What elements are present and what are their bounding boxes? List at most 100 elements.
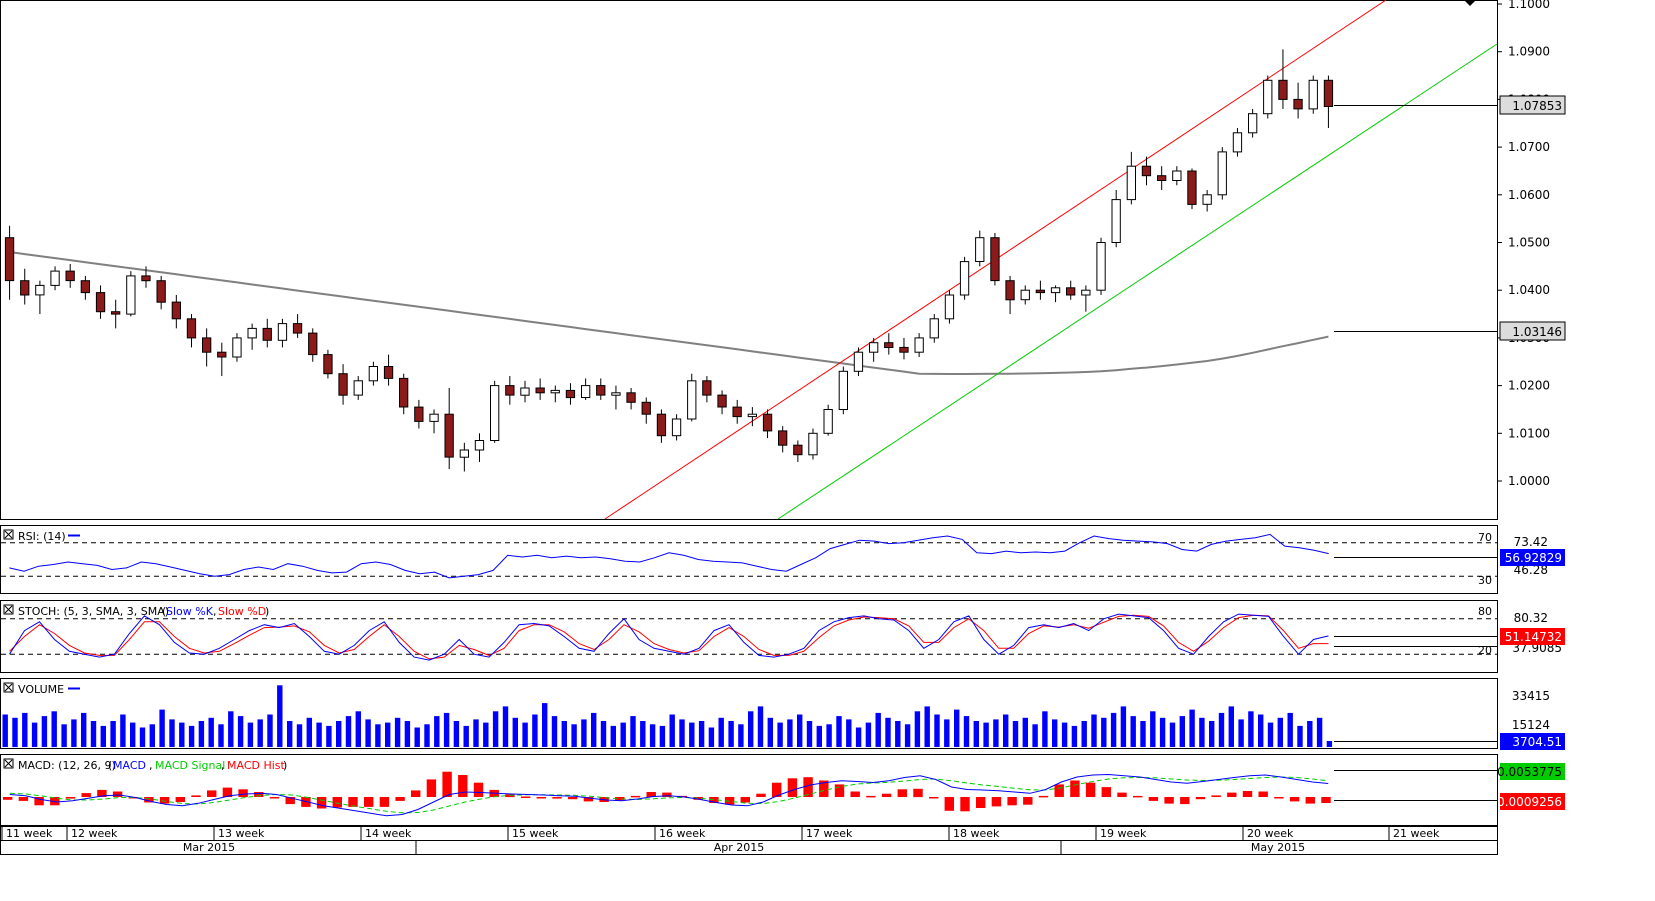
stoch-k-line: [9, 613, 1329, 661]
volume-bar: [855, 727, 862, 747]
macd-hist-bar: [1242, 791, 1253, 797]
volume-bar: [689, 722, 695, 747]
candle-body: [383, 366, 394, 379]
volume-bar: [208, 717, 214, 748]
macd-hist-bar: [1101, 787, 1111, 797]
volume-bar: [630, 716, 636, 747]
volume-bar: [1061, 722, 1068, 747]
price-panel[interactable]: [0, 0, 1498, 520]
volume-bar: [287, 721, 293, 747]
macd-hist-value-label: -0.0009256: [1493, 795, 1562, 809]
candle-body: [50, 270, 60, 286]
volume-bar: [806, 721, 813, 747]
candle-body: [550, 389, 560, 394]
price-axis-tick: 1.0600: [1508, 188, 1550, 202]
candle-body: [1035, 289, 1045, 294]
candle-body: [596, 385, 606, 396]
candle-body: [262, 327, 272, 341]
macd-hist-bar: [913, 788, 923, 798]
stoch-k-value-box: [1500, 628, 1565, 645]
macd-panel[interactable]: [0, 754, 1498, 826]
volume-bar: [934, 714, 940, 747]
rsi-panel[interactable]: [0, 525, 1498, 594]
macd-hist-bar: [97, 789, 107, 797]
volume-bar: [237, 716, 244, 747]
macd-hist-bar: [740, 797, 750, 803]
macd-hist-bar: [175, 797, 185, 802]
volume-bar: [581, 719, 587, 747]
stoch-legend-close: ): [265, 605, 269, 618]
week-axis-label: 21 week: [1393, 827, 1440, 840]
volume-value-box: [1500, 733, 1565, 750]
volume-bar: [492, 711, 499, 748]
stoch-legend-d: Slow %D: [218, 605, 266, 618]
candle-body: [429, 413, 439, 422]
macd-label: MACD: (12, 26, 9): [18, 759, 116, 772]
scroll-marker-icon[interactable]: [1464, 0, 1476, 6]
candle-body: [1066, 287, 1076, 296]
macd-hist-bar: [662, 792, 672, 797]
candle-body: [687, 380, 697, 420]
macd-hist-bar: [1195, 797, 1206, 800]
volume-bar: [2, 714, 8, 747]
volume-label: VOLUME: [18, 683, 64, 696]
volume-bar: [679, 719, 685, 747]
volume-bar: [1316, 717, 1323, 748]
stoch-panel[interactable]: [0, 600, 1498, 673]
macd-hist-bar: [834, 784, 845, 797]
volume-bar: [159, 709, 165, 747]
macd-hist-bar: [159, 797, 170, 804]
candle-body: [65, 270, 75, 282]
candle-body: [1157, 175, 1167, 181]
month-axis-label: Mar 2015: [183, 841, 235, 854]
price-axis-tick: 1.0500: [1508, 236, 1550, 250]
macd-hist-bar: [285, 797, 295, 805]
price-axis-tick: 1.0400: [1508, 283, 1550, 297]
candle-body: [732, 406, 742, 418]
candle-body: [4, 237, 15, 282]
macd-hist-bar: [709, 797, 719, 803]
macd-hist-bar: [1117, 792, 1127, 797]
macd-hist-bar: [583, 797, 594, 802]
macd-hist-bar: [1289, 797, 1300, 802]
candle-body: [1323, 79, 1334, 108]
volume-bar: [1130, 716, 1136, 747]
month-axis-label: May 2015: [1251, 841, 1305, 854]
macd-hist-bar: [1085, 782, 1096, 797]
volume-bar: [1110, 712, 1117, 747]
candle-body: [414, 406, 424, 422]
candle-body: [1050, 287, 1061, 294]
volume-bar: [973, 721, 979, 747]
macd-hist-bar: [1007, 797, 1017, 806]
volume-bar: [326, 725, 332, 747]
candle-body: [95, 292, 106, 313]
macd-hist-bar: [615, 797, 625, 801]
volume-bar: [502, 706, 509, 747]
week-axis-label: 18 week: [953, 827, 1000, 840]
candle-body: [292, 323, 303, 334]
rsi-value-box: [1500, 549, 1565, 566]
macd-hist-value-box: [1500, 793, 1565, 810]
macd-signal-value-label: 0.0053775: [1497, 765, 1562, 779]
candle-body: [914, 337, 924, 353]
volume-bar: [1297, 725, 1303, 747]
macd-hist-bar: [1274, 797, 1284, 799]
volume-bar: [336, 721, 342, 747]
volume-bar: [914, 711, 921, 748]
macd-legend-sep2: ,: [221, 759, 225, 772]
candle-body: [1217, 151, 1227, 196]
volume-bar: [551, 716, 558, 747]
macd-legend-hist: MACD Hist: [227, 759, 286, 772]
volume-bar: [659, 725, 666, 747]
price-axis-tick: 1.0200: [1508, 379, 1550, 393]
volume-bar: [139, 727, 146, 747]
stoch-level-20: 20: [1478, 644, 1492, 657]
stoch-close-x: [4, 605, 13, 614]
macd-hist-bar: [756, 793, 766, 797]
volume-bar: [1209, 721, 1215, 747]
volume-bar: [944, 719, 950, 747]
volume-bar: [1042, 711, 1048, 748]
macd-hist-bar: [819, 780, 829, 797]
